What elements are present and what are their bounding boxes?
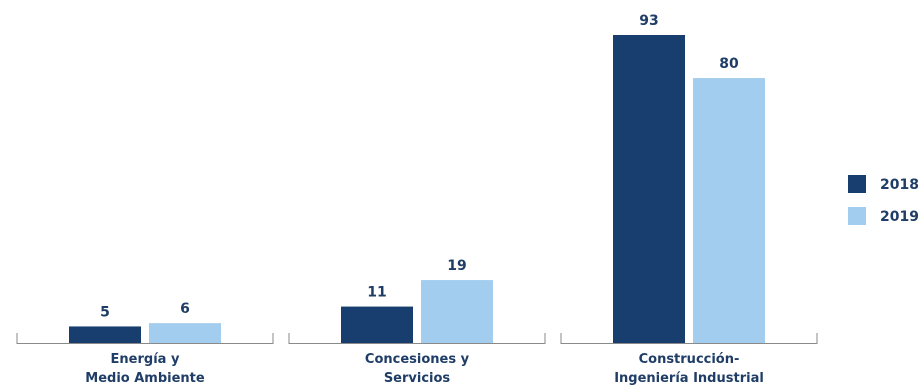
legend-label-2018: 2018 <box>880 177 919 193</box>
bar-2018-2 <box>613 35 685 343</box>
data-label-2019-0: 6 <box>180 301 190 317</box>
category-label: Construcción- <box>639 352 740 367</box>
data-label-2018-2: 93 <box>639 13 658 29</box>
data-label-2019-2: 80 <box>719 56 739 72</box>
axis-bracket <box>288 333 546 344</box>
legend-label-2019: 2019 <box>880 209 919 225</box>
data-label-2018-1: 11 <box>367 285 386 301</box>
axis-bracket <box>560 333 818 344</box>
data-label-2019-1: 19 <box>447 258 466 274</box>
bar-2019-2 <box>693 78 765 343</box>
bar-2018-1 <box>341 306 413 343</box>
bar-2019-0 <box>149 323 221 343</box>
category-label: Medio Ambiente <box>85 371 205 386</box>
data-label-2018-0: 5 <box>100 304 110 320</box>
category-label: Servicios <box>384 371 451 386</box>
bar-2019-1 <box>421 280 493 343</box>
axis-bracket <box>16 333 274 344</box>
category-label: Energía y <box>111 352 180 367</box>
category-label: Ingeniería Industrial <box>614 371 764 386</box>
legend-swatch-2018 <box>848 175 866 193</box>
legend-swatch-2019 <box>848 207 866 225</box>
category-label: Concesiones y <box>365 352 470 367</box>
bar-2018-0 <box>69 326 141 343</box>
